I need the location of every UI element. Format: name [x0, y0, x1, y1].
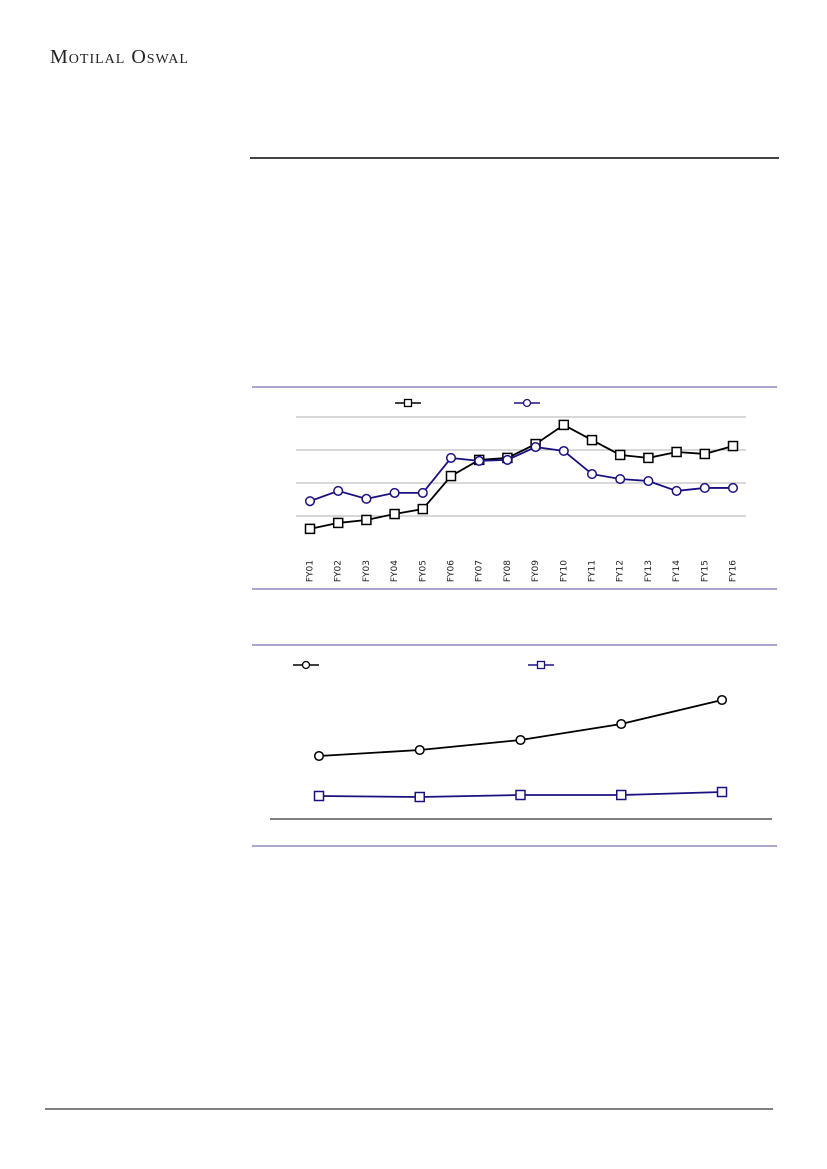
series-line — [309, 423, 734, 530]
data-point — [304, 523, 316, 535]
x-tick-label: FY13 — [644, 560, 654, 582]
data-point — [671, 485, 682, 496]
x-tick-label: FY14 — [672, 560, 682, 582]
data-point — [414, 744, 425, 756]
x-tick-label: FY04 — [390, 560, 400, 582]
data-point — [615, 473, 626, 485]
data-point — [643, 452, 654, 464]
x-tick-label: FY10 — [559, 560, 569, 582]
data-point — [333, 485, 344, 496]
brand: Motilal Oswal — [50, 46, 189, 68]
x-tick-label: FY12 — [616, 560, 626, 582]
legend-marker — [301, 660, 311, 670]
data-point — [558, 445, 569, 457]
legend-marker — [536, 660, 546, 670]
x-tick-label: FY07 — [475, 560, 485, 582]
data-point — [417, 487, 428, 498]
legend-marker — [403, 398, 413, 408]
data-point — [530, 441, 541, 453]
x-tick-label: FY11 — [588, 560, 598, 582]
data-point — [586, 434, 598, 446]
data-point — [643, 475, 654, 487]
data-point — [699, 482, 710, 494]
data-point — [361, 514, 372, 526]
data-point — [515, 734, 526, 746]
x-tick-label: FY01 — [306, 560, 316, 582]
data-point — [502, 454, 513, 465]
data-point — [616, 718, 627, 730]
data-point — [304, 496, 316, 507]
series-line — [309, 446, 733, 502]
data-point — [313, 750, 325, 762]
data-point — [389, 487, 400, 498]
data-point — [313, 790, 325, 802]
data-point — [586, 469, 598, 480]
x-tick-label: FY05 — [418, 560, 428, 582]
data-point — [716, 694, 728, 706]
x-tick-label: FY16 — [729, 560, 739, 582]
x-tick-label: FY15 — [700, 560, 710, 582]
x-tick-label: FY08 — [503, 560, 513, 582]
data-point — [716, 786, 728, 798]
data-point — [361, 493, 372, 504]
data-point — [558, 419, 570, 431]
data-point — [445, 452, 457, 463]
data-point — [727, 482, 739, 494]
data-point — [389, 508, 400, 520]
data-point — [727, 440, 739, 452]
x-tick-label: FY03 — [362, 560, 372, 582]
data-point — [515, 789, 526, 801]
x-tick-label: FY09 — [531, 560, 541, 582]
data-point — [445, 470, 457, 482]
data-point — [616, 789, 627, 801]
data-point — [414, 791, 425, 803]
legend-marker — [522, 398, 532, 408]
data-point — [614, 449, 626, 461]
x-tick-label: FY06 — [447, 560, 457, 582]
data-point — [474, 455, 485, 466]
data-point — [699, 448, 711, 460]
x-tick-label: FY02 — [334, 560, 344, 582]
series-line — [318, 699, 723, 757]
data-point — [671, 446, 682, 458]
data-point — [332, 517, 344, 529]
data-point — [417, 503, 429, 515]
